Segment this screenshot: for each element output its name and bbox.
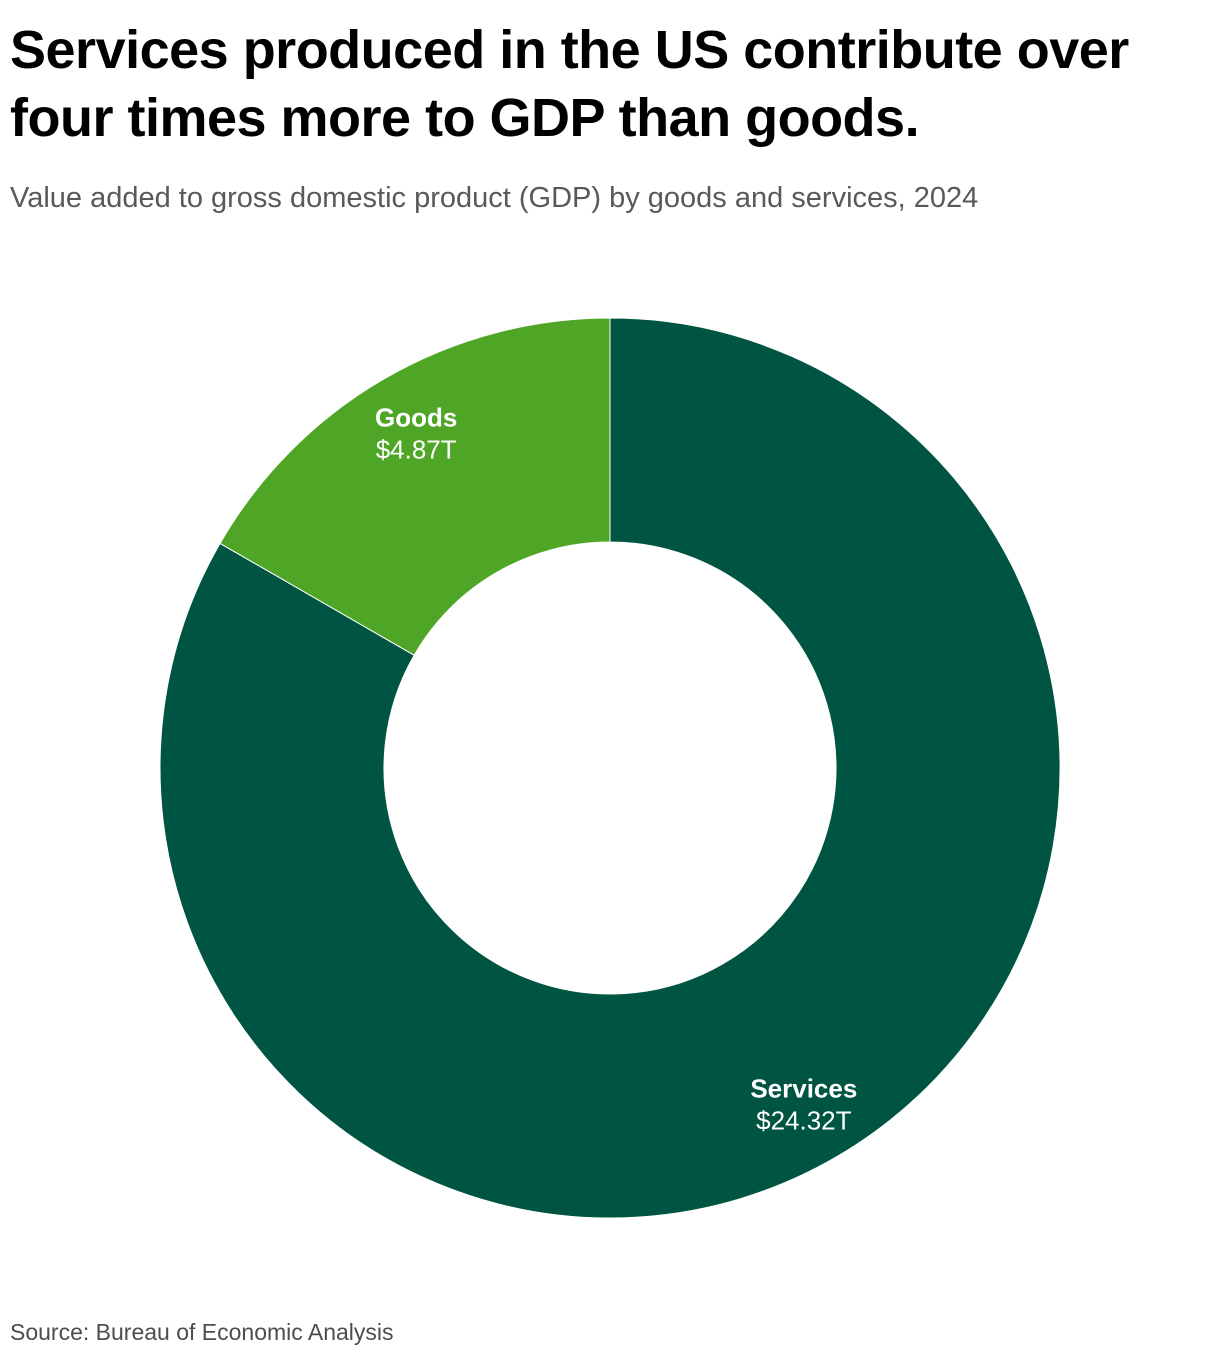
slice-label-services: Services (750, 1073, 857, 1103)
slice-value-goods: $4.87T (376, 435, 457, 465)
donut-chart: Services$24.32T Goods$4.87T (159, 317, 1061, 1219)
donut-slices (159, 317, 1061, 1219)
slice-services (159, 317, 1061, 1219)
slice-value-services: $24.32T (756, 1105, 852, 1135)
slice-labels: Services$24.32T Goods$4.87T (375, 403, 857, 1136)
slice-goods (219, 317, 611, 656)
slice-label-goods: Goods (375, 403, 457, 433)
source-note: Source: Bureau of Economic Analysis (10, 1319, 394, 1345)
chart-subtitle: Value added to gross domestic product (G… (10, 182, 979, 214)
chart-title: Services produced in the US contribute o… (10, 20, 1129, 148)
